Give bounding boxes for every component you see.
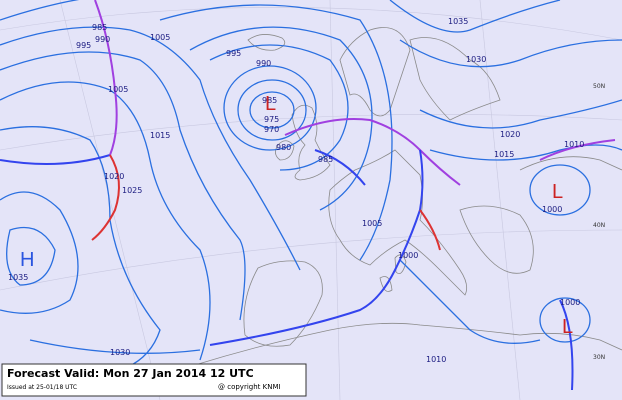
isobar-label: 1010: [426, 355, 446, 364]
isobar-label: 1020: [104, 172, 124, 181]
issued-at: Issued at 25-01/18 UTC: [7, 384, 77, 391]
pressure-center: L: [265, 93, 276, 115]
isobar-label: 1005: [150, 33, 170, 42]
latitude-label: 50N: [593, 83, 605, 90]
isobar-label: 1015: [494, 150, 514, 159]
isobar-label: 995: [226, 49, 241, 58]
isobar-label: 1015: [150, 131, 170, 140]
isobar-label: 1035: [8, 273, 28, 282]
isobar-label: 985: [262, 96, 277, 105]
fronts: [0, 0, 616, 391]
latitude-label: 30N: [593, 354, 605, 361]
isobar-label: 1010: [564, 140, 584, 149]
isobar-label: 1000: [560, 298, 580, 307]
isobar-label: 990: [95, 35, 110, 44]
isobar-label: 1025: [122, 186, 142, 195]
isobar-label: 1005: [108, 85, 128, 94]
pressure-center: H: [20, 249, 34, 271]
isobar-label: 1000: [398, 251, 418, 260]
footer-box: [1, 363, 307, 397]
isobar-label: 1005: [362, 219, 382, 228]
isobars: [0, 0, 622, 371]
isobar-label: 1035: [448, 17, 468, 26]
latitude-label: 40N: [593, 222, 605, 229]
isobar-label: 980: [276, 143, 291, 152]
isobar-label: 1020: [500, 130, 520, 139]
copyright: @ copyright KNMI: [218, 383, 281, 391]
pressure-center: L: [562, 316, 573, 338]
isobar-label: 970: [264, 125, 279, 134]
isobar-label: 995: [76, 41, 91, 50]
isobar-label: 1000: [542, 205, 562, 214]
isobar-label: 1030: [466, 55, 486, 64]
isobar-label: 985: [318, 155, 333, 164]
isobar-label: 975: [264, 115, 279, 124]
isobar-label: 990: [256, 59, 271, 68]
isobar-label: 1030: [110, 348, 130, 357]
forecast-valid: Forecast Valid: Mon 27 Jan 2014 12 UTC: [7, 367, 254, 380]
isobar-label: 985: [92, 23, 107, 32]
pressure-center: L: [552, 181, 563, 203]
